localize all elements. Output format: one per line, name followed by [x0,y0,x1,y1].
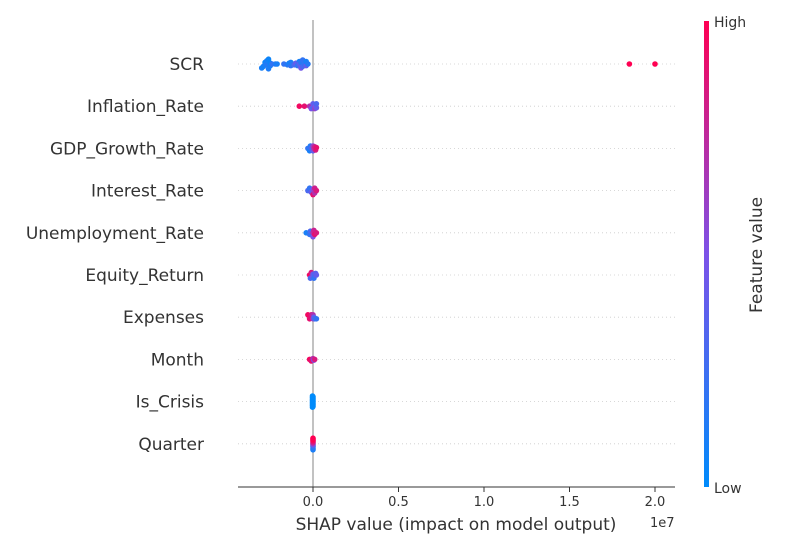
feature-rows: SCR Inflation_Rate GDP_Growth_Rate Interest… [26,55,675,455]
feature-label: Is_Crisis [136,393,205,413]
x-axis-ticks: 0.0 0.5 1.0 1.5 2.0 [303,487,666,510]
shap-point [313,230,320,236]
shap-point [313,187,320,194]
colorbar-high-label: High [714,15,746,31]
shap-point [274,61,280,67]
feature-label: GDP_Growth_Rate [50,139,204,159]
shap-point [313,101,320,107]
feature-label: Equity_Return [85,266,204,286]
shap-point [301,103,308,109]
feature-label: Expenses [123,308,204,328]
x-axis-offset-text: 1e7 [650,516,675,531]
shap-point [313,144,320,151]
shap-points [258,56,658,453]
feature-label: Quarter [138,435,204,455]
colorbar-low-label: Low [714,481,742,497]
x-tick-label: 1.0 [474,495,495,510]
x-tick-label: 2.0 [645,495,666,510]
shap-point [305,61,311,67]
colorbar-title: Feature value [747,197,767,313]
shap-point [310,394,316,400]
x-tick-label: 1.5 [559,495,580,510]
shap-point [652,61,658,67]
colorbar [704,21,709,487]
feature-label: Interest_Rate [91,182,204,202]
shap-point [310,435,316,442]
shap-point [313,316,320,322]
feature-label: SCR [170,55,205,75]
x-tick-label: 0.5 [388,495,409,510]
shap-point [313,105,320,111]
shap-point [311,356,318,363]
shap-point [296,103,303,109]
feature-label: Inflation_Rate [87,97,204,117]
shap-point [626,61,633,67]
feature-label: Month [151,350,204,370]
x-axis-title: SHAP value (impact on model output) [296,515,617,535]
shap-point [313,272,320,278]
x-tick-label: 0.0 [303,495,324,510]
feature-label: Unemployment_Rate [26,224,204,244]
